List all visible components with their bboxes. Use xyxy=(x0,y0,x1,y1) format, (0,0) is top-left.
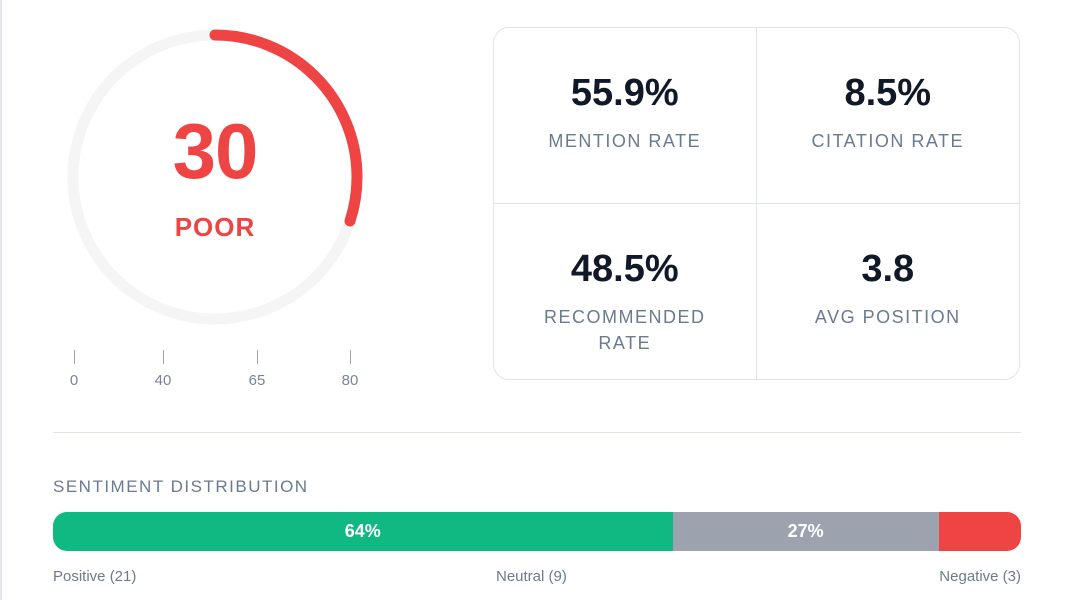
sentiment-segment-positive: 64% xyxy=(53,512,673,551)
sentiment-segment-negative xyxy=(938,512,1021,551)
sentiment-segment-neutral: 27% xyxy=(672,512,939,551)
metric-citation-rate: 8.5% CITATION RATE xyxy=(756,28,1019,204)
sentiment-label-negative: Negative (3) xyxy=(939,568,1021,585)
section-divider xyxy=(53,432,1021,433)
metric-label: MENTION RATE xyxy=(548,131,702,151)
scale-tick-label: 40 xyxy=(154,372,172,389)
scale-tick xyxy=(350,350,351,364)
scale-tick-label: 80 xyxy=(341,372,359,389)
metric-value: 3.8 xyxy=(861,247,915,290)
left-border xyxy=(0,0,2,600)
scale-tick xyxy=(163,350,164,364)
sentiment-label-positive: Positive (21) xyxy=(53,568,137,585)
scale-tick-label: 65 xyxy=(248,372,266,389)
sentiment-title: SENTIMENT DISTRIBUTION xyxy=(53,477,309,496)
score-value: 30 xyxy=(172,107,259,195)
metric-label: AVG POSITION xyxy=(814,306,961,327)
score-rating-label: POOR xyxy=(174,212,256,242)
gauge-progress-arc xyxy=(67,29,363,325)
metric-avg-position: 3.8 AVG POSITION xyxy=(757,204,1020,380)
metric-mention-rate: 55.9% MENTION RATE xyxy=(494,28,757,204)
metric-value: 48.5% xyxy=(570,247,679,290)
metrics-grid: 55.9% MENTION RATE 8.5% CITATION RATE 48… xyxy=(493,27,1020,380)
scale-tick xyxy=(257,350,258,364)
score-gauge: 30 POOR xyxy=(62,24,368,330)
metric-value: 8.5% xyxy=(844,72,932,114)
sentiment-bar: 64% 27% xyxy=(53,512,1021,551)
score-scale: 0 40 65 80 xyxy=(0,350,440,395)
metric-label: RECOMMENDED RATE xyxy=(543,306,706,353)
metric-value: 55.9% xyxy=(570,72,679,114)
gauge-ring xyxy=(67,29,363,325)
scale-tick xyxy=(74,350,75,364)
metric-recommended-rate: 48.5% RECOMMENDED RATE xyxy=(494,203,757,379)
scale-tick-label: 0 xyxy=(69,372,79,389)
metric-label: CITATION RATE xyxy=(811,131,964,151)
sentiment-label-neutral: Neutral (9) xyxy=(496,568,567,585)
